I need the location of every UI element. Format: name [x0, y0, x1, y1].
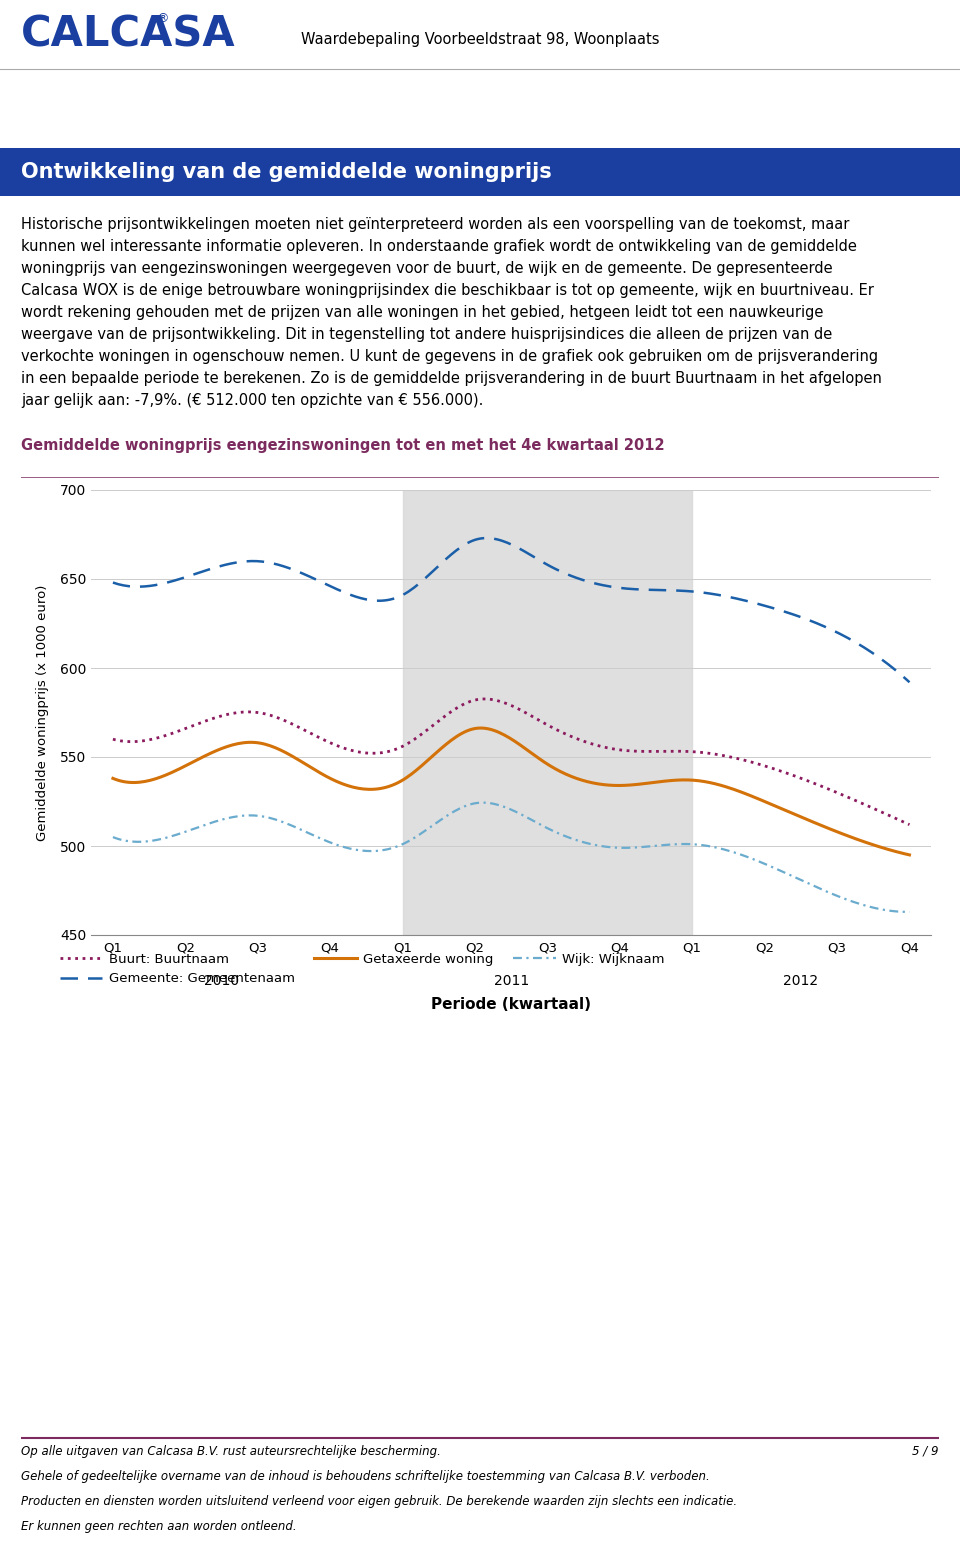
Text: Ontwikkeling van de gemiddelde woningprijs: Ontwikkeling van de gemiddelde woningpri… — [21, 162, 552, 182]
Text: Waardebepaling Voorbeeldstraat 98, Woonplaats: Waardebepaling Voorbeeldstraat 98, Woonp… — [300, 33, 660, 47]
Bar — [402, 491, 692, 935]
Text: wordt rekening gehouden met de prijzen van alle woningen in het gebied, hetgeen : wordt rekening gehouden met de prijzen v… — [21, 304, 824, 320]
Text: Gehele of gedeeltelijke overname van de inhoud is behoudens schriftelijke toeste: Gehele of gedeeltelijke overname van de … — [21, 1471, 709, 1483]
Text: 2010: 2010 — [204, 974, 239, 988]
Text: Op alle uitgaven van Calcasa B.V. rust auteursrechtelijke bescherming.: Op alle uitgaven van Calcasa B.V. rust a… — [21, 1444, 441, 1458]
Text: 5 / 9: 5 / 9 — [912, 1444, 939, 1458]
X-axis label: Periode (kwartaal): Periode (kwartaal) — [431, 997, 591, 1011]
Text: kunnen wel interessante informatie opleveren. In onderstaande grafiek wordt de o: kunnen wel interessante informatie oplev… — [21, 239, 857, 253]
Text: in een bepaalde periode te berekenen. Zo is de gemiddelde prijsverandering in de: in een bepaalde periode te berekenen. Zo… — [21, 371, 882, 387]
Text: woningprijs van eengezinswoningen weergegeven voor de buurt, de wijk en de gemee: woningprijs van eengezinswoningen weerge… — [21, 261, 832, 276]
Text: Gemiddelde woningprijs eengezinswoningen tot en met het 4e kwartaal 2012: Gemiddelde woningprijs eengezinswoningen… — [21, 438, 664, 453]
Legend: Buurt: Buurtnaam, Gemeente: Gemeentenaam, Getaxeerde woning, Wijk: Wijknaam: Buurt: Buurtnaam, Gemeente: Gemeentenaam… — [55, 947, 670, 991]
Text: Er kunnen geen rechten aan worden ontleend.: Er kunnen geen rechten aan worden ontlee… — [21, 1520, 297, 1533]
Text: verkochte woningen in ogenschouw nemen. U kunt de gegevens in de grafiek ook geb: verkochte woningen in ogenschouw nemen. … — [21, 349, 878, 365]
Text: CALCASA: CALCASA — [21, 14, 236, 56]
Text: Producten en diensten worden uitsluitend verleend voor eigen gebruik. De bereken: Producten en diensten worden uitsluitend… — [21, 1496, 737, 1508]
Y-axis label: Gemiddelde woningprijs (x 1000 euro): Gemiddelde woningprijs (x 1000 euro) — [36, 584, 49, 840]
Text: Historische prijsontwikkelingen moeten niet geïnterpreteerd worden als een voors: Historische prijsontwikkelingen moeten n… — [21, 216, 850, 231]
Text: 2011: 2011 — [493, 974, 529, 988]
Text: weergave van de prijsontwikkeling. Dit in tegenstelling tot andere huisprijsindi: weergave van de prijsontwikkeling. Dit i… — [21, 328, 832, 342]
Text: Calcasa WOX is de enige betrouwbare woningprijsindex die beschikbaar is tot op g: Calcasa WOX is de enige betrouwbare woni… — [21, 283, 874, 298]
Text: 2012: 2012 — [783, 974, 819, 988]
Text: jaar gelijk aan: -7,9%. (€ 512.000 ten opzichte van € 556.000).: jaar gelijk aan: -7,9%. (€ 512.000 ten o… — [21, 393, 484, 408]
Text: ®: ® — [156, 12, 169, 25]
